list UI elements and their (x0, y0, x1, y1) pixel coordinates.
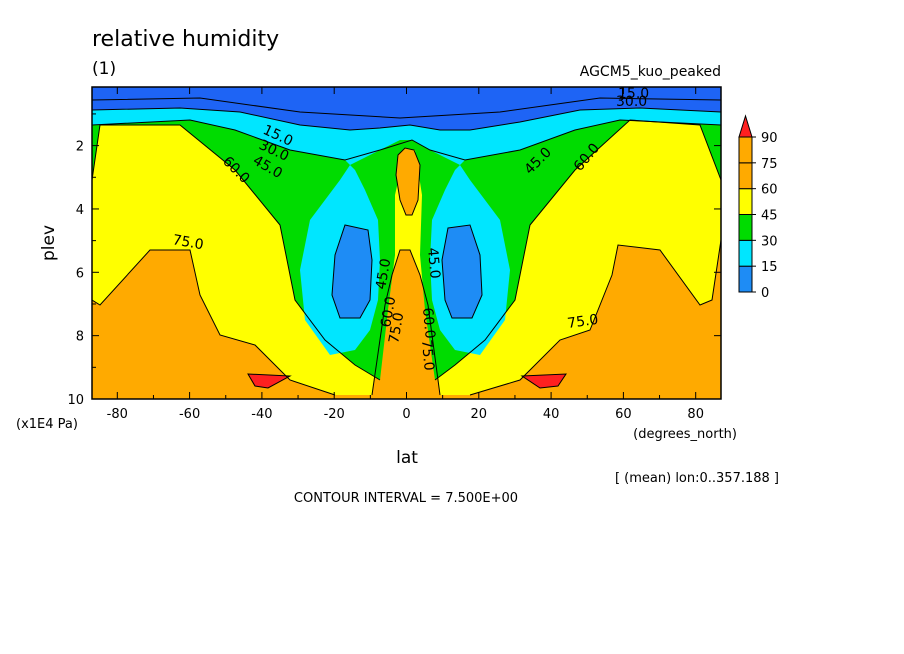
band-90-plus-left (247, 373, 292, 389)
contour-label: 30.0 (616, 94, 647, 110)
footer-note: [ (mean) lon:0..357.188 ] (615, 471, 779, 486)
x-axis-unit: (degrees_north) (633, 427, 737, 442)
y-tick-label: 10 (67, 393, 84, 408)
heatmap-field: 15.0 30.0 45.0 60.0 75.0 45.0 60.0 75.0 … (92, 86, 721, 399)
chart-title: relative humidity (92, 27, 279, 52)
contour-label: 75.0 (418, 339, 437, 371)
x-tick-label: 60 (615, 407, 632, 422)
band-15-30-right (442, 225, 482, 318)
contour-label: 60.0 (378, 295, 399, 328)
y-tick-label: 8 (76, 330, 84, 345)
colorbar-band (738, 162, 753, 190)
x-tick-label: -20 (324, 407, 345, 422)
colorbar-band (738, 239, 753, 267)
y-tick-label: 2 (76, 140, 84, 155)
contour-label: 15.0 (618, 86, 649, 102)
x-axis: -80 -60 -40 -20 0 20 40 60 80 (107, 87, 704, 422)
contour-label: 60.0 (419, 307, 438, 339)
x-tick-label: -80 (107, 407, 128, 422)
y-axis-label: plev (39, 225, 59, 261)
colorbar-band (738, 136, 753, 164)
x-tick-label: 20 (471, 407, 488, 422)
band-15-30-left (332, 225, 372, 318)
y-axis: 2 4 6 8 10 (67, 113, 721, 408)
contour-label: 45.0 (424, 247, 443, 279)
colorbar-label: 75 (761, 157, 778, 172)
contour-label-group: 15.0 30.0 45.0 60.0 75.0 45.0 60.0 75.0 … (171, 86, 649, 371)
contour-label: 75.0 (386, 311, 407, 344)
x-tick-label: 0 (402, 407, 410, 422)
contour-interval-text: CONTOUR INTERVAL = 7.500E+00 (294, 491, 518, 506)
y-tick-label: 4 (76, 203, 84, 218)
colorbar-extend-arrow (738, 114, 753, 138)
colorbar-label: 30 (761, 234, 778, 249)
colorbar-label: 0 (761, 286, 769, 301)
panel-label: (1) (92, 59, 116, 79)
y-tick-label: 6 (76, 266, 84, 281)
x-tick-label: 80 (687, 407, 704, 422)
band-45-60 (92, 87, 721, 380)
colorbar-label: 60 (761, 183, 778, 198)
contour-label: 75.0 (171, 232, 204, 253)
colorbar-label: 45 (761, 209, 778, 224)
contour-label: 45.0 (373, 257, 394, 290)
contour-lines (92, 97, 721, 396)
colorbar-band (738, 188, 753, 216)
colorbar-band (738, 265, 753, 293)
band-90-plus-right (520, 373, 567, 389)
x-axis-label: lat (396, 448, 418, 468)
band-0-15 (92, 87, 721, 130)
band-30-45 (92, 87, 721, 355)
colorbar-label: 15 (761, 260, 778, 275)
colorbar-label: 90 (761, 131, 778, 146)
y-axis-unit: (x1E4 Pa) (16, 417, 78, 432)
colorbar: 0 15 30 45 60 75 90 (738, 114, 778, 301)
contour-label: 75.0 (566, 312, 599, 332)
colorbar-band (738, 214, 753, 241)
x-tick-label: 40 (543, 407, 560, 422)
x-tick-label: -40 (251, 407, 272, 422)
run-label: AGCM5_kuo_peaked (580, 64, 721, 80)
x-tick-label: -60 (179, 407, 200, 422)
central-moist-column (396, 148, 420, 215)
